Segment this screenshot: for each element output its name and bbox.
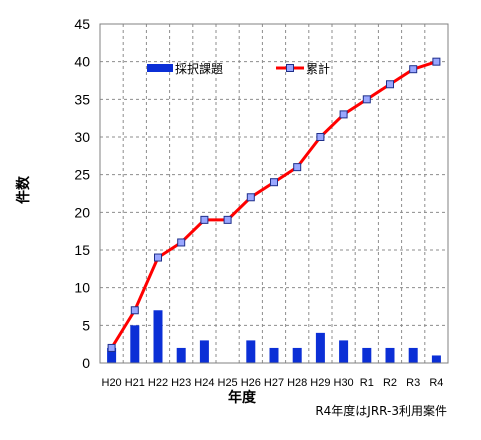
x-tick-label: R3 xyxy=(406,377,420,389)
bar-h30 xyxy=(339,340,349,363)
y-tick-label: 40 xyxy=(74,54,90,70)
cumulative-point-h24 xyxy=(200,215,209,224)
x-tick-label: H27 xyxy=(264,377,284,389)
plot-frame xyxy=(99,23,449,364)
legend-bar-label: 採択課題 xyxy=(175,61,223,76)
x-tick-label: H25 xyxy=(218,377,238,389)
y-axis-title: 件数 xyxy=(15,175,32,204)
line-layer xyxy=(107,57,441,352)
axis-layer xyxy=(99,23,449,364)
x-tick-label: H22 xyxy=(148,377,168,389)
bar-r3 xyxy=(408,347,418,363)
legend-line-label: 累計 xyxy=(306,61,330,76)
x-tick-label: H26 xyxy=(241,377,261,389)
cumulative-point-h20 xyxy=(107,343,116,352)
x-tick-label: H20 xyxy=(102,377,122,389)
cumulative-point-h29 xyxy=(316,133,325,141)
bar-h20 xyxy=(107,347,117,363)
x-tick-label: H30 xyxy=(334,377,354,389)
x-tick-label: R2 xyxy=(383,377,397,389)
cumulative-point-h27 xyxy=(270,178,278,187)
x-axis-title: 年度 xyxy=(228,389,257,406)
x-tick-label: H24 xyxy=(194,377,214,389)
cumulative-point-h21 xyxy=(130,306,139,315)
x-tick-label: R4 xyxy=(429,377,443,389)
cumulative-point-h30 xyxy=(339,110,348,119)
legend-line-marker xyxy=(286,64,294,72)
cumulative-point-h25 xyxy=(223,215,232,224)
y-tick-label: 10 xyxy=(74,280,90,296)
bar-h23 xyxy=(176,347,186,363)
legend-layer: 採択課題 累計 xyxy=(147,61,330,76)
grid-layer xyxy=(100,23,448,364)
x-tick-label: H21 xyxy=(125,377,145,389)
y-tick-label: 15 xyxy=(74,242,90,258)
y-tick-label: 25 xyxy=(74,167,90,183)
y-tick-label: 5 xyxy=(82,317,90,333)
cumulative-point-h28 xyxy=(293,163,302,172)
bar-r2 xyxy=(385,347,395,363)
y-tick-label: 20 xyxy=(74,204,90,220)
x-tick-label: H23 xyxy=(171,377,191,389)
cumulative-line xyxy=(110,60,438,350)
cumulative-point-h22 xyxy=(154,253,162,262)
x-tick-label: R1 xyxy=(360,377,374,389)
cumulative-point-r4 xyxy=(432,57,441,66)
bar-h22 xyxy=(153,310,163,363)
cumulative-point-r2 xyxy=(386,80,394,89)
y-tick-label: 35 xyxy=(74,91,90,107)
chart-note: R4年度はJRR-3利用案件 xyxy=(315,403,447,418)
cumulative-point-h23 xyxy=(177,238,186,247)
bar-h29 xyxy=(315,332,325,363)
bar-h27 xyxy=(269,347,279,363)
y-tick-label: 30 xyxy=(74,129,90,145)
bar-h26 xyxy=(246,340,256,363)
cumulative-point-h26 xyxy=(246,193,255,202)
bar-layer xyxy=(107,310,441,363)
x-tick-label: H29 xyxy=(310,377,330,389)
legend-bar-swatch xyxy=(147,64,173,72)
y-tick-label: 0 xyxy=(82,355,90,371)
cumulative-point-r3 xyxy=(409,65,418,74)
bar-r4 xyxy=(431,355,441,363)
y-tick-label: 45 xyxy=(74,16,90,32)
cumulative-point-r1 xyxy=(362,95,371,104)
x-tick-label: H28 xyxy=(287,377,307,389)
bar-h28 xyxy=(292,347,302,363)
bar-h21 xyxy=(130,325,140,363)
bar-h24 xyxy=(199,340,209,363)
bar-r1 xyxy=(362,347,372,363)
